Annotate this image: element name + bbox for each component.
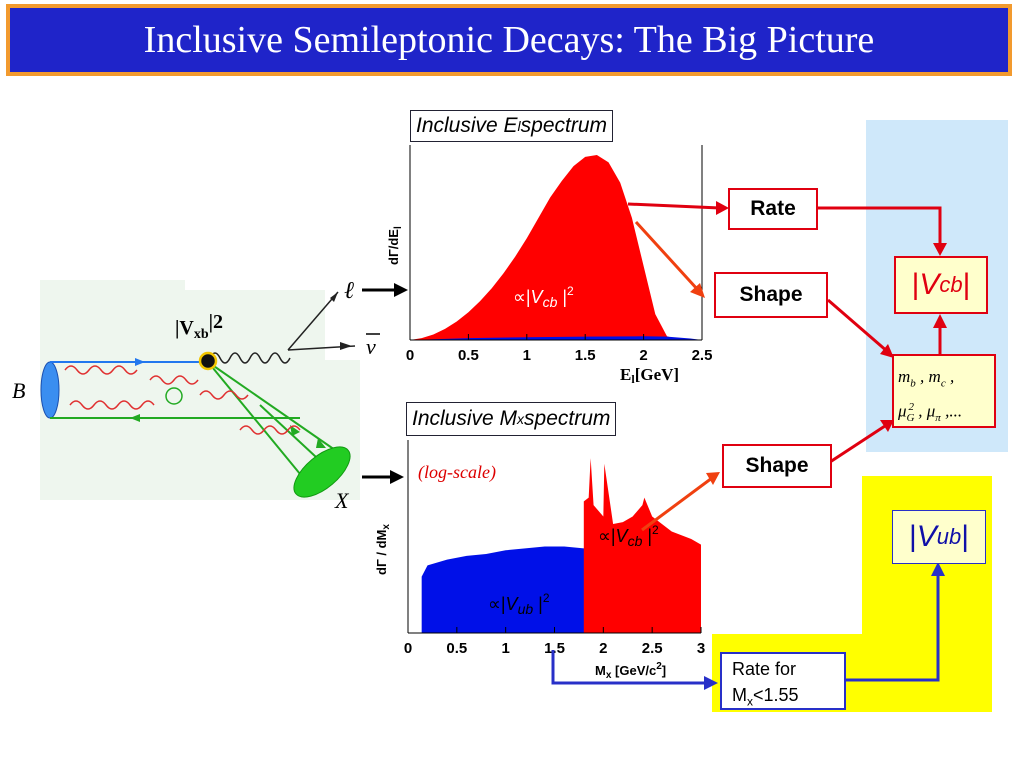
rate-box: Rate <box>728 188 818 230</box>
feynman-background <box>40 280 185 500</box>
el-x-tick-label: 1.5 <box>575 347 596 364</box>
b-meson-label: B <box>12 378 25 403</box>
mx-note: (log-scale) <box>418 462 496 483</box>
page-title: Inclusive Semileptonic Decays: The Big P… <box>143 19 875 61</box>
rate-for-mx-box: Rate for Mx<1.55 <box>720 652 846 710</box>
mx-spectrum-plot: 0 0.5 1 1.5 2 2.5 3 (log-scale) dΓ / dMx Mx [G… <box>374 440 705 681</box>
el-x-tick-label: 1 <box>523 347 531 364</box>
hqe-parameters-box: mb , mc , μG2 , μπ ,... <box>892 354 996 428</box>
shape-box-top: Shape <box>714 272 828 318</box>
el-x-tick-label: 0 <box>406 347 414 364</box>
mx-x-tick-label: 1 <box>501 640 509 657</box>
mx-x-tick-label: 3 <box>697 640 705 657</box>
el-series-0-area <box>410 155 702 340</box>
vertex-dot <box>198 351 218 371</box>
el-vcb-annotation: ∝|Vcb |2 <box>513 284 574 310</box>
title-bar: Inclusive Semileptonic Decays: The Big P… <box>6 4 1012 76</box>
neutrino-symbol: ν <box>366 334 376 359</box>
mx-x-tick-label: 1.5 <box>544 640 565 657</box>
el-ylabel: dΓ/dEl <box>386 226 404 265</box>
x-hadron-ellipse <box>293 446 351 498</box>
mx-x-tick-label: 2.5 <box>642 640 663 657</box>
mx-vub-annotation: ∝|Vub |2 <box>488 591 550 617</box>
el-x-tick-label: 2 <box>639 347 647 364</box>
el-xlabel: El[GeV] <box>620 365 679 386</box>
lepton-symbol: ℓ <box>344 278 354 304</box>
el-series-1-area <box>410 336 702 340</box>
vxb-label: |Vxb|2 <box>175 311 223 342</box>
lepton-line <box>287 291 339 351</box>
mx-x-tick-label: 0 <box>404 640 412 657</box>
feynman-diagram: ℓ ν B X |Vxb|2 <box>12 278 380 513</box>
mx-series-1-area <box>583 458 701 633</box>
el-x-tick-label: 2.5 <box>692 347 713 364</box>
el-x-tick-label: 0.5 <box>458 347 479 364</box>
diagram-to-plot-arrows <box>362 283 408 484</box>
mx-x-tick-label: 2 <box>599 640 607 657</box>
mx-xlabel: Mx [GeV/c2] <box>595 661 666 681</box>
x-hadron-label: X <box>334 488 350 513</box>
gluon-line <box>64 365 138 375</box>
w-boson-line <box>209 352 291 364</box>
mx-x-tick-label: 0.5 <box>446 640 467 657</box>
shape-box-bottom: Shape <box>722 444 832 488</box>
mx-ylabel: dΓ / dMx <box>374 524 392 575</box>
mx-vcb-annotation: ∝|Vcb |2 <box>598 523 659 549</box>
